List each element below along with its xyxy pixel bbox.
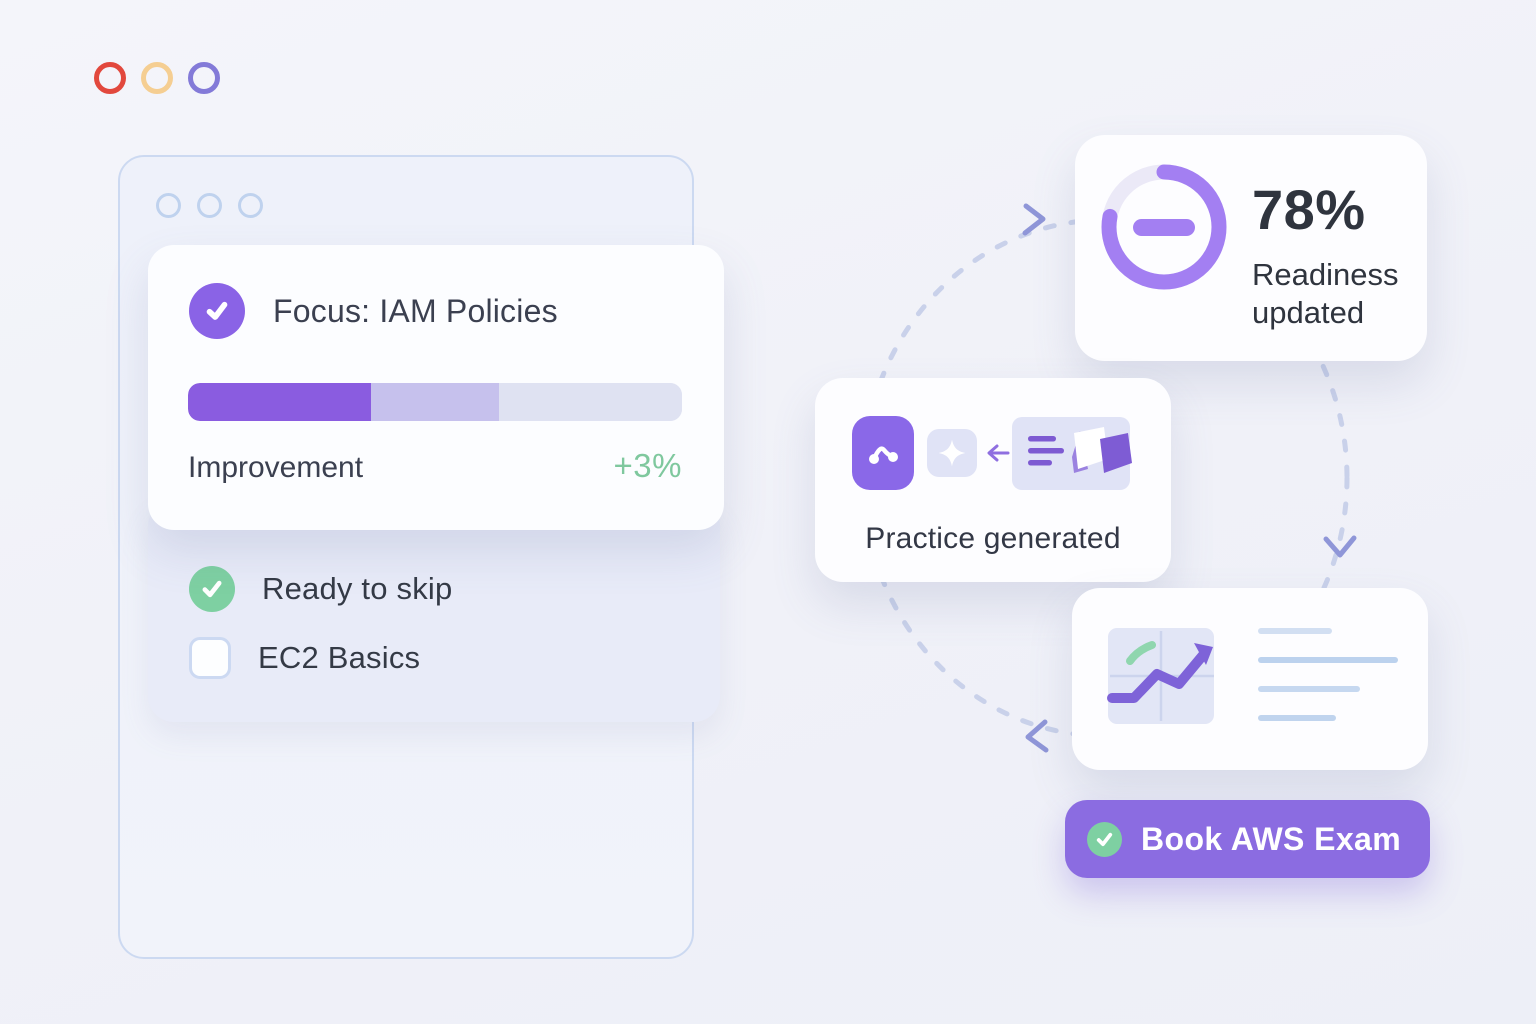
chevron-down-icon [1323, 535, 1357, 558]
improvement-row: Improvement +3% [188, 447, 682, 485]
cta-label: Book AWS Exam [1141, 820, 1402, 857]
minimize-window-icon[interactable] [141, 62, 173, 94]
topic-label: EC2 Basics [258, 640, 421, 675]
report-card [1072, 588, 1428, 770]
readiness-ring [1089, 152, 1239, 302]
skip-card: Ready to skip EC2 Basics [148, 500, 720, 722]
text-line [1258, 715, 1336, 721]
improvement-value: +3% [613, 447, 682, 484]
expand-window-icon[interactable] [188, 62, 220, 94]
progress-segment-done [188, 383, 371, 421]
readiness-caption: Readiness updated [1252, 257, 1399, 330]
practice-card: Practice generated [815, 378, 1171, 582]
ready-to-skip-row: Ready to skip [189, 566, 452, 612]
focus-header: Focus: IAM Policies [189, 283, 558, 339]
gain-arrow-icon [1126, 641, 1156, 665]
progress-segment-partial [370, 383, 500, 421]
chevron-left-icon [1025, 719, 1049, 753]
readiness-percent: 78% [1252, 178, 1366, 241]
focus-card: Focus: IAM Policies Improvement +3% [148, 245, 724, 530]
trend-route-icon [852, 416, 914, 490]
cta-check-icon [1087, 821, 1122, 857]
report-text-lines [1258, 628, 1398, 721]
window-controls [94, 62, 220, 94]
text-line [1258, 686, 1360, 692]
topic-checkbox[interactable] [189, 637, 231, 679]
generated-doc-icon [1012, 417, 1132, 490]
window-dot-icon [156, 193, 181, 218]
ring-center-dash-icon [1133, 219, 1195, 236]
ready-to-skip-label: Ready to skip [262, 571, 453, 606]
progress-segment-remaining [499, 383, 682, 421]
progress-bar [188, 383, 682, 421]
close-window-icon[interactable] [94, 62, 126, 94]
practice-caption: Practice generated [865, 522, 1121, 555]
focus-title: Focus: IAM Policies [273, 292, 558, 329]
topic-row: EC2 Basics [189, 637, 420, 679]
green-check-icon [189, 566, 235, 612]
arrow-left-icon [987, 444, 1010, 462]
readiness-card: 78% Readiness updated [1075, 135, 1427, 361]
text-line [1258, 628, 1332, 634]
purple-check-icon [189, 283, 245, 339]
window-dot-icon [197, 193, 222, 218]
book-exam-button[interactable]: Book AWS Exam [1065, 800, 1430, 878]
sparkle-star-icon [927, 429, 977, 477]
text-line [1258, 657, 1398, 663]
window-dot-icon [238, 193, 263, 218]
improvement-label: Improvement [188, 451, 364, 484]
trend-chart-icon [1107, 628, 1214, 724]
chevron-right-icon [1022, 203, 1046, 236]
study-window-controls [156, 193, 263, 218]
